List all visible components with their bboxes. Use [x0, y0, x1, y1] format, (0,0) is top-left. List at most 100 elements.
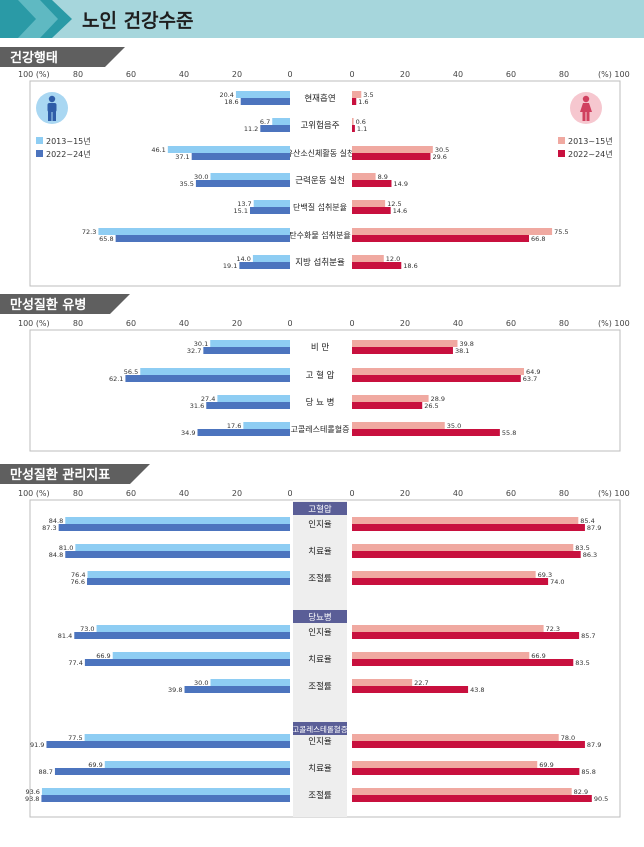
male-bar [112, 652, 290, 659]
category-label: 당 뇨 병 [306, 397, 335, 408]
data-label: 69.3 [538, 571, 552, 579]
male-bar [210, 340, 290, 347]
male-bar [203, 347, 290, 354]
category-label: 조절률 [308, 682, 332, 692]
data-label: 20.4 [219, 91, 233, 99]
category-label: 치료율 [308, 655, 332, 665]
data-label: 30.5 [435, 146, 449, 154]
female-bar [352, 652, 530, 659]
data-label: 93.6 [25, 788, 39, 796]
data-label: 74.0 [550, 578, 564, 586]
axis-unit-right: (%) 100 [598, 70, 630, 79]
category-label: 단백질 섭취분율 [293, 202, 347, 212]
data-label: 12.5 [387, 200, 401, 208]
panel-prevalence [29, 329, 621, 452]
female-bar [352, 402, 423, 409]
legend-entry: 2022~24년 [46, 149, 91, 159]
male-bar [167, 146, 290, 153]
section-tab-shape [0, 464, 150, 484]
panel-behavior [29, 80, 621, 287]
male-bar [41, 795, 291, 802]
data-label: 87.9 [587, 741, 601, 749]
axis-unit-left: 100 (%) [18, 489, 50, 498]
male-bar [115, 235, 290, 242]
category-label: 조절률 [308, 791, 332, 801]
female-bar [352, 200, 386, 207]
tick-label: 40 [453, 319, 463, 328]
data-label: 78.0 [561, 734, 575, 742]
category-label: 고콜레스테롤혈증 [291, 424, 350, 434]
group-badge-hypertension: 고혈압 [293, 502, 347, 515]
female-bar [352, 788, 572, 795]
tick-label: 80 [73, 70, 83, 79]
tick-labels-prevalence: 80 60 40 20 0 0 20 40 60 80 [73, 319, 569, 328]
data-label: 72.3 [82, 228, 96, 236]
axis-unit-right: (%) 100 [598, 489, 630, 498]
male-bar [65, 517, 290, 524]
data-label: 29.6 [432, 153, 446, 161]
tick-label: 40 [453, 70, 463, 79]
data-label: 64.9 [526, 368, 540, 376]
legend-male: 2013~15년 2022~24년 [36, 136, 91, 159]
data-label: 66.8 [531, 235, 545, 243]
male-bar [140, 368, 290, 375]
data-label: 85.7 [581, 632, 595, 640]
data-label: 43.8 [470, 686, 484, 694]
data-label: 14.9 [393, 180, 407, 188]
male-bar [239, 262, 290, 269]
tick-label: 0 [287, 489, 292, 498]
male-bar [260, 125, 290, 132]
header-chevron-icon [18, 0, 58, 38]
data-label: 75.5 [554, 228, 568, 236]
legend-swatch [558, 150, 565, 157]
male-bar [46, 741, 291, 748]
male-bar [253, 200, 290, 207]
category-label: 탄수화물 섭취분율 [289, 230, 350, 240]
data-label: 32.7 [187, 347, 201, 355]
female-bar [352, 578, 549, 585]
section-title-management: 만성질환 관리지표 [10, 467, 110, 483]
legend-entry: 2022~24년 [568, 149, 613, 159]
tick-label: 60 [126, 70, 136, 79]
section-tab-prevalence: 만성질환 유병 [0, 294, 130, 314]
data-label: 30.0 [194, 173, 208, 181]
data-label: 85.8 [581, 768, 595, 776]
male-bar [125, 375, 290, 382]
tick-label: 20 [400, 70, 410, 79]
female-bar [352, 153, 431, 160]
female-bar [352, 544, 574, 551]
category-label: 고 혈 압 [306, 370, 335, 381]
data-label: 69.9 [88, 761, 102, 769]
female-bar [352, 368, 524, 375]
data-label: 93.8 [25, 795, 39, 803]
female-bar [352, 98, 357, 105]
tick-label: 20 [232, 70, 242, 79]
section-tab-shape [0, 294, 130, 314]
male-bar [54, 768, 290, 775]
data-label: 83.5 [575, 659, 589, 667]
female-bar [352, 741, 585, 748]
data-label: 13.7 [237, 200, 251, 208]
data-label: 46.1 [151, 146, 165, 154]
data-label: 39.8 [168, 686, 182, 694]
section-title-behavior: 건강행태 [10, 50, 58, 66]
female-bar [352, 207, 391, 214]
data-label: 55.8 [502, 429, 516, 437]
male-bar [252, 255, 290, 262]
legend-female: 2013~15년 2022~24년 [558, 136, 613, 159]
data-label: 26.5 [424, 402, 438, 410]
tick-label: 60 [126, 489, 136, 498]
tick-label: 0 [349, 70, 354, 79]
female-bar [352, 429, 500, 436]
data-label: 63.7 [523, 375, 537, 383]
data-label: 81.0 [59, 544, 73, 552]
male-bar [235, 91, 290, 98]
tick-label: 60 [126, 319, 136, 328]
male-bar [272, 118, 290, 125]
data-label: 12.0 [386, 255, 400, 263]
tick-label: 0 [349, 489, 354, 498]
data-label: 69.9 [539, 761, 553, 769]
section-tab-behavior: 건강행태 [0, 47, 125, 67]
data-label: 84.8 [49, 517, 63, 525]
